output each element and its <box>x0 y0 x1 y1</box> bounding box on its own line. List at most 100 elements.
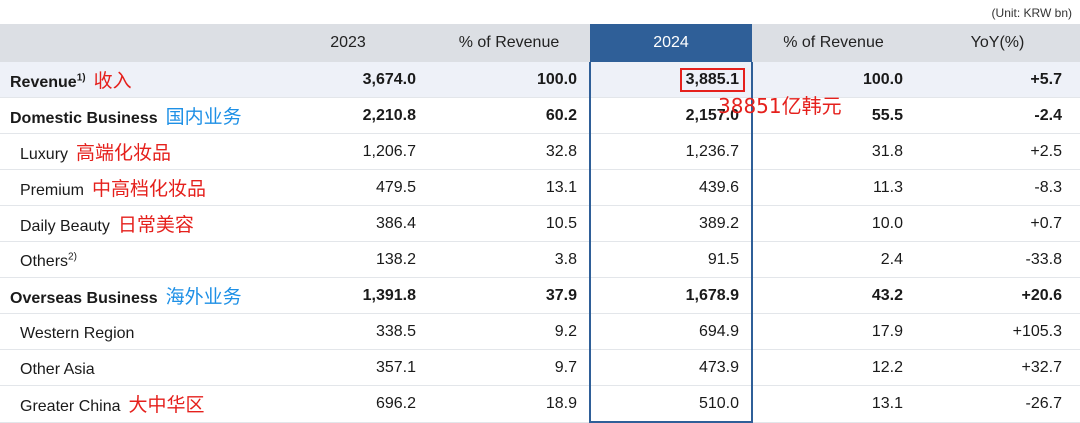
pct-2024: 2.4 <box>880 250 903 268</box>
row-label-cell: Daily Beauty 日常美容 <box>0 205 268 242</box>
yoy-value-cell: -33.8 <box>915 241 1080 278</box>
footnote-marker: 1) <box>76 72 86 84</box>
table-row: Western Region 338.5 9.2 694.9 17.9 +105.3 <box>0 313 1080 350</box>
header-2024: 2024 <box>590 24 752 62</box>
value-2024: 91.5 <box>707 250 739 268</box>
pct-2024: 100.0 <box>862 70 903 88</box>
pct-2024-cell: 43.2 <box>752 277 915 314</box>
pct-2024-cell: 100.0 <box>752 62 915 98</box>
yoy-value: +2.5 <box>1030 142 1062 160</box>
yoy-value-cell: +20.6 <box>915 277 1080 314</box>
value-2024: 3,885.1 <box>679 67 745 92</box>
value-2023-cell: 1,391.8 <box>268 277 428 314</box>
table-row: Other Asia 357.1 9.7 473.9 12.2 +32.7 <box>0 349 1080 386</box>
pct-2023-cell: 32.8 <box>428 133 590 170</box>
row-label: Domestic Business <box>10 110 158 127</box>
table-row: Daily Beauty 日常美容 386.4 10.5 389.2 10.0 +0.7 <box>0 205 1080 242</box>
revenue-table: 2023 % of Revenue 2024 % of Revenue YoY(… <box>0 24 1080 423</box>
row-label-cell: Others2) <box>0 241 268 278</box>
row-label-cell: Western Region <box>0 313 268 350</box>
pct-2023-cell: 3.8 <box>428 241 590 278</box>
header-2023: 2023 <box>268 24 428 62</box>
row-annotation: 收入 <box>93 70 132 92</box>
yoy-value: -2.4 <box>1034 106 1062 124</box>
row-label-cell: Domestic Business 国内业务 <box>0 97 268 134</box>
pct-2023-cell: 18.9 <box>428 385 590 423</box>
value-2023: 357.1 <box>375 358 416 376</box>
row-label: Others <box>20 252 69 270</box>
row-label: Western Region <box>20 324 135 342</box>
value-2023-cell: 357.1 <box>268 349 428 386</box>
pct-2023-cell: 60.2 <box>428 97 590 134</box>
row-annotation: 日常美容 <box>117 214 194 236</box>
value-2023-cell: 1,206.7 <box>268 133 428 170</box>
value-2024-cell: 389.2 <box>589 205 753 242</box>
table-row: Greater China 大中华区 696.2 18.9 510.0 13.1 -26.7 <box>0 385 1080 423</box>
pct-2023-cell: 9.7 <box>428 349 590 386</box>
pct-2024: 12.2 <box>871 358 903 376</box>
value-2023-cell: 386.4 <box>268 205 428 242</box>
table-row: Revenue1) 收入 3,674.0 100.0 3,885.1 100.0 +5.7 <box>0 62 1080 98</box>
yoy-value: -33.8 <box>1025 250 1062 268</box>
pct-2024-cell: 2.4 <box>752 241 915 278</box>
value-2023-cell: 479.5 <box>268 169 428 206</box>
yoy-value: +0.7 <box>1030 214 1062 232</box>
value-2024: 473.9 <box>698 358 739 376</box>
table-row: Overseas Business 海外业务 1,391.8 37.9 1,678.9 4… <box>0 277 1080 314</box>
yoy-value-cell: +2.5 <box>915 133 1080 170</box>
value-2023: 386.4 <box>375 214 416 232</box>
value-2024: 694.9 <box>698 322 739 340</box>
value-2024-cell: 694.9 <box>589 313 753 350</box>
value-2024: 1,678.9 <box>685 286 739 304</box>
header-label-col <box>0 24 268 62</box>
value-2023: 1,206.7 <box>362 142 416 160</box>
value-2024: 439.6 <box>698 178 739 196</box>
yoy-value-cell: +32.7 <box>915 349 1080 386</box>
pct-2024-cell: 17.9 <box>752 313 915 350</box>
row-label: Other Asia <box>20 360 95 378</box>
pct-2023-cell: 100.0 <box>428 62 590 98</box>
yoy-value: +105.3 <box>1012 322 1062 340</box>
pct-2023-cell: 37.9 <box>428 277 590 314</box>
value-2024-cell: 439.6 <box>589 169 753 206</box>
value-2023: 2,210.8 <box>362 106 416 124</box>
value-2024-cell: 510.0 <box>589 385 753 423</box>
row-label: Revenue <box>10 74 77 91</box>
pct-2024: 11.3 <box>873 178 903 196</box>
pct-2023-cell: 9.2 <box>428 313 590 350</box>
value-2024: 510.0 <box>698 394 739 412</box>
row-annotation: 高端化妆品 <box>76 142 172 164</box>
pct-2023: 9.7 <box>554 358 577 376</box>
pct-2023-cell: 10.5 <box>428 205 590 242</box>
value-2023-cell: 3,674.0 <box>268 62 428 98</box>
pct-2023: 60.2 <box>545 106 577 124</box>
pct-2023: 10.5 <box>545 214 577 232</box>
row-label-cell: Premium 中高档化妆品 <box>0 169 268 206</box>
value-2024: 2,157.0 <box>685 106 739 124</box>
pct-2023: 37.9 <box>545 286 577 304</box>
row-label: Greater China <box>20 398 121 416</box>
pct-2024: 43.2 <box>871 286 903 304</box>
header-pct-2024: % of Revenue <box>752 24 915 62</box>
pct-2024: 31.8 <box>871 142 903 160</box>
value-2023: 3,674.0 <box>362 70 416 88</box>
row-label-cell: Greater China 大中华区 <box>0 385 268 423</box>
pct-2023: 18.9 <box>545 394 577 412</box>
row-annotation: 中高档化妆品 <box>92 178 207 200</box>
revenue-2024-annotation: 38851亿韩元 <box>718 94 842 118</box>
pct-2023: 13.1 <box>545 178 577 196</box>
value-2024-cell: 1,678.9 <box>589 277 753 314</box>
yoy-value-cell: +5.7 <box>915 62 1080 98</box>
value-2024-cell: 3,885.1 <box>589 62 753 98</box>
pct-2024-cell: 12.2 <box>752 349 915 386</box>
pct-2023: 100.0 <box>536 70 577 88</box>
footnote-marker: 2) <box>68 251 77 263</box>
row-label-cell: Overseas Business 海外业务 <box>0 277 268 314</box>
yoy-value: +32.7 <box>1021 358 1062 376</box>
row-label-cell: Other Asia <box>0 349 268 386</box>
value-2023: 1,391.8 <box>362 286 416 304</box>
pct-2024-cell: 31.8 <box>752 133 915 170</box>
row-label-cell: Luxury 高端化妆品 <box>0 133 268 170</box>
pct-2023: 32.8 <box>545 142 577 160</box>
yoy-value: -8.3 <box>1034 178 1062 196</box>
